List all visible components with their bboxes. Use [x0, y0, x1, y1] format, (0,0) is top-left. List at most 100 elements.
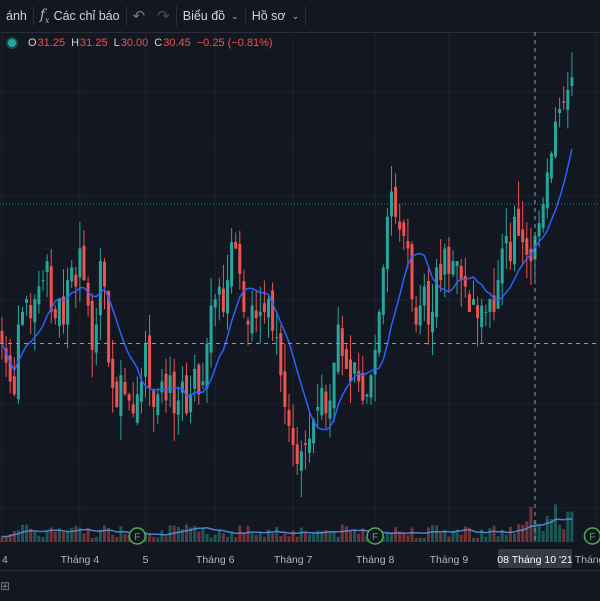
volume-bar [12, 531, 16, 542]
time-axis-tick-label: Tháng 4 [61, 554, 100, 566]
volume-bar [8, 534, 12, 542]
crosshair [0, 32, 600, 542]
candle-body [283, 371, 287, 407]
moving-average-line [1, 148, 573, 431]
candle-body [70, 267, 74, 282]
volume-bar [189, 527, 193, 542]
candle-body [406, 241, 410, 249]
candle-body [541, 204, 545, 228]
candle-body [279, 333, 283, 376]
candle-body [267, 299, 270, 318]
crosshair-time-label: 08 Tháng 10 '21 [497, 554, 573, 566]
time-axis-tick-label: Tháng 11 [575, 554, 600, 566]
candle-body [275, 337, 279, 339]
candle-body [521, 229, 525, 243]
moving-average-line [1, 148, 573, 431]
volume-bar [316, 530, 320, 542]
volume-bar [521, 524, 525, 542]
volume-bar [344, 526, 348, 542]
volume-bar [21, 524, 24, 542]
volume-bar [402, 532, 406, 542]
volume-bar [418, 537, 422, 542]
volume-bar [353, 529, 357, 542]
candle-body [168, 375, 172, 393]
volume-bar [238, 525, 242, 542]
volume-bar [201, 528, 205, 542]
high-value: 31.25 [80, 37, 108, 49]
candle-body [504, 235, 508, 244]
volume-bar [185, 524, 188, 542]
compare-button[interactable]: ánh [0, 0, 33, 32]
candle-body [238, 243, 242, 274]
volume-bar [66, 531, 70, 542]
time-axis-tick-label: Tháng 8 [356, 554, 395, 566]
time-axis-tick-label: Tháng 7 [274, 554, 313, 566]
candle-body [537, 223, 541, 237]
volume-bar [271, 533, 275, 542]
candle-body [53, 308, 57, 319]
candle-body [144, 343, 147, 377]
ruler-icon[interactable]: ⊞ [0, 579, 11, 593]
volume-bar [246, 526, 250, 542]
volume-bar [254, 534, 258, 542]
volume-bar [176, 526, 180, 542]
candle-body [312, 419, 316, 444]
volume-bar [152, 536, 156, 542]
volume-bar [45, 531, 49, 542]
volume-bar [500, 529, 504, 542]
candle-body [467, 294, 471, 312]
volume-bar [303, 531, 307, 542]
candlestick-series [0, 52, 574, 498]
candle-body [472, 299, 475, 305]
candle-body [303, 443, 307, 445]
volume-bar [205, 533, 209, 542]
candle-body [336, 324, 340, 372]
volume-bar [53, 531, 57, 542]
volume-bar [258, 532, 262, 542]
candle-body [476, 305, 480, 319]
volume-bar [295, 536, 299, 542]
volume-bar [312, 533, 316, 542]
candle-body [455, 261, 459, 267]
candle-body [193, 368, 197, 389]
volume-bar [4, 536, 8, 542]
candle-body [254, 310, 258, 319]
profile-dropdown[interactable]: Hồ sơ ⌄ [246, 0, 305, 32]
candle-body [431, 311, 434, 333]
volume-bar [472, 537, 475, 542]
redo-icon[interactable]: ↷ [157, 8, 170, 25]
candle-body [381, 267, 385, 316]
volume-bar [16, 530, 20, 542]
candle-body [25, 299, 29, 303]
time-axis-background [0, 547, 600, 570]
volume-bar [558, 524, 562, 542]
candle-body [213, 299, 217, 308]
volume-bar [250, 533, 254, 542]
volume-bar [25, 524, 29, 542]
candle-body [439, 263, 443, 281]
candle-body [221, 288, 225, 312]
candle-body [340, 328, 344, 357]
price-chart[interactable]: F F F 4 Tháng 4 5 Tháng 6 Tháng 7 Tháng 8 Tháng … [0, 32, 600, 570]
volume-bar [324, 530, 328, 542]
chart-type-dropdown[interactable]: Biểu đồ ⌄ [177, 0, 245, 32]
volume-bar [332, 531, 336, 542]
dividend-marker-label: F [589, 532, 595, 543]
candle-body [271, 290, 275, 331]
volume-bar [49, 527, 53, 542]
indicators-button[interactable]: fx Các chỉ báo [34, 0, 126, 32]
candle-body [308, 438, 311, 453]
volume-bar [107, 528, 111, 542]
volume-bar [148, 534, 152, 542]
undo-icon[interactable]: ↶ [132, 8, 146, 25]
candle-body [94, 324, 98, 353]
candle-body [496, 280, 500, 309]
volume-bar [221, 533, 225, 542]
candle-body [324, 391, 328, 414]
volume-bar [504, 534, 508, 542]
candle-body [414, 307, 418, 325]
volume-bar [115, 536, 119, 542]
candle-body [451, 261, 455, 275]
volume-bars [0, 504, 574, 542]
ohlc-legend: O 31.25 H 31.25 L 30.00 C 30.45 −0.25 (−0.81… [8, 37, 279, 49]
